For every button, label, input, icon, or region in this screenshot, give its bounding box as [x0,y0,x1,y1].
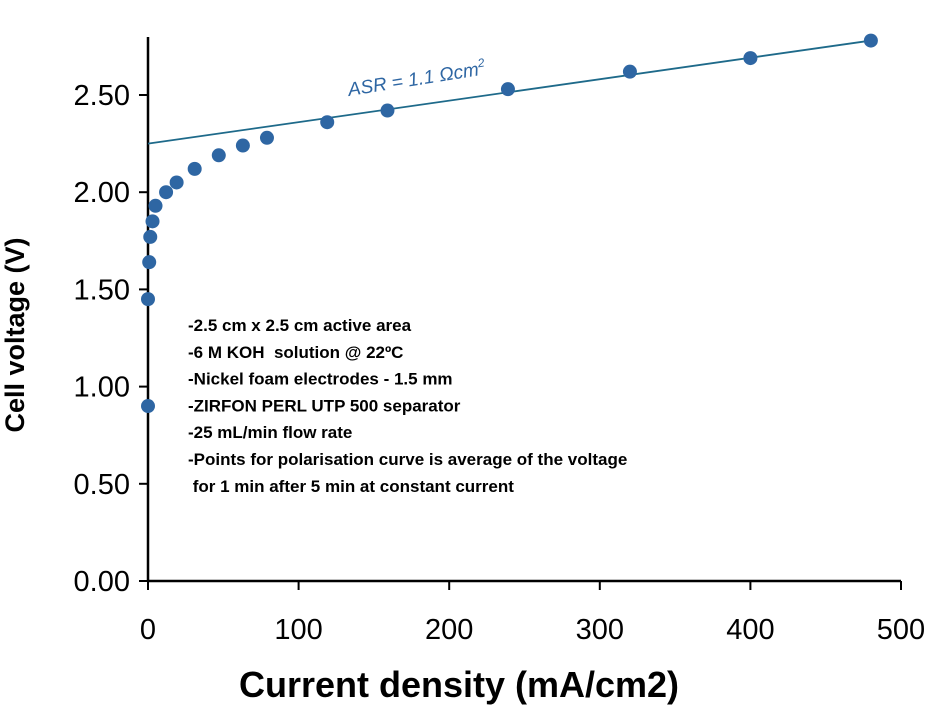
data-point [141,292,155,307]
x-tick-label: 400 [726,614,774,646]
y-tick-label: 0.50 [74,469,130,501]
axes: 0.00 0.50 1.00 1.50 2.00 2.50 0 100 200 300 400 500 [74,37,925,646]
experiment-notes: -2.5 cm x 2.5 cm active area -6 M KOH sol… [188,316,627,496]
y-axis-title: Cell voltage (V) [0,237,30,432]
data-point [743,51,758,66]
x-tick-label: 0 [140,614,156,646]
data-point [380,103,395,118]
asr-label: ASR = 1.1 Ωcm [346,60,481,102]
asr-superscript: 2 [476,55,486,70]
data-point [142,255,157,270]
x-tick-label: 500 [877,614,925,646]
note-line: -2.5 cm x 2.5 cm active area [188,316,412,335]
note-line: -25 mL/min flow rate [188,423,352,442]
data-point [320,115,335,130]
note-line: -ZIRFON PERL UTP 500 separator [188,396,461,415]
note-line: -Points for polarisation curve is averag… [188,450,627,469]
data-point [187,161,202,176]
data-point [148,198,163,213]
x-tick-label: 200 [425,614,473,646]
x-axis-title: Current density (mA/cm2) [239,664,679,705]
data-points [141,33,878,414]
data-point [235,138,250,153]
y-tick-label: 1.00 [74,372,130,404]
data-point [159,185,174,200]
y-tick-label: 2.00 [74,177,130,209]
y-tick-label: 2.50 [74,80,130,112]
data-point [259,130,274,145]
data-point [500,82,515,97]
data-point [863,33,878,48]
data-point [211,148,226,163]
data-point [141,399,155,414]
y-tick-label: 1.50 [74,274,130,306]
asr-annotation: ASR = 1.1 Ωcm2 [345,55,487,101]
note-line: -Nickel foam electrodes - 1.5 mm [188,370,453,389]
note-line: for 1 min after 5 min at constant curren… [188,477,514,496]
note-line: -6 M KOH solution @ 22ºC [188,343,403,362]
data-point [145,214,160,229]
y-tick-label: 0.00 [74,566,130,598]
x-tick-label: 100 [274,614,322,646]
data-point [143,229,158,244]
data-point [169,175,184,190]
data-point [622,64,637,79]
x-tick-label: 300 [576,614,624,646]
